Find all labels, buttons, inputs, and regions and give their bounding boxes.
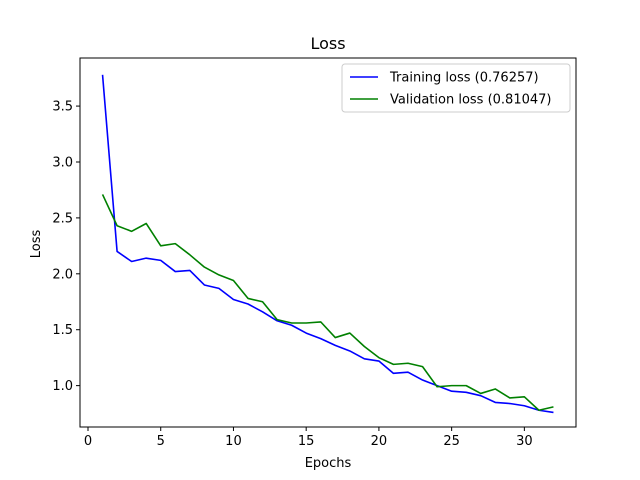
y-tick-label: 1.0 bbox=[52, 379, 73, 394]
legend-box bbox=[341, 63, 571, 113]
x-tick-label: 5 bbox=[157, 434, 165, 449]
x-tick-label: 10 bbox=[225, 434, 242, 449]
y-tick-label: 2.0 bbox=[52, 267, 73, 282]
y-tick-label: 2.5 bbox=[52, 211, 73, 226]
plot-layer: 0 5 10 15 20 25 30 1.0 1.5 2.0 2.5 3.0 3.5 Training l… bbox=[52, 57, 577, 449]
x-tick-label: 20 bbox=[371, 434, 388, 449]
y-tick-label: 3.0 bbox=[52, 155, 73, 170]
x-tick-label: 25 bbox=[443, 434, 460, 449]
series-line-training-loss bbox=[101, 74, 554, 414]
x-axis-label: Epochs bbox=[305, 456, 352, 471]
y-tick-label: 1.5 bbox=[52, 323, 73, 338]
x-tick-label: 0 bbox=[84, 434, 92, 449]
legend-label-training-loss: Training loss (0.76257) bbox=[389, 71, 539, 86]
x-tick-label: 30 bbox=[516, 434, 533, 449]
legend-label-validation-loss: Validation loss (0.81047) bbox=[390, 93, 551, 108]
chart-title: Loss bbox=[310, 34, 345, 53]
x-tick-label: 15 bbox=[298, 434, 315, 449]
y-axis-label: Loss bbox=[29, 230, 44, 259]
y-tick-label: 3.5 bbox=[52, 100, 73, 115]
axes-frame bbox=[79, 57, 577, 428]
series-line-validation-loss bbox=[101, 194, 554, 412]
